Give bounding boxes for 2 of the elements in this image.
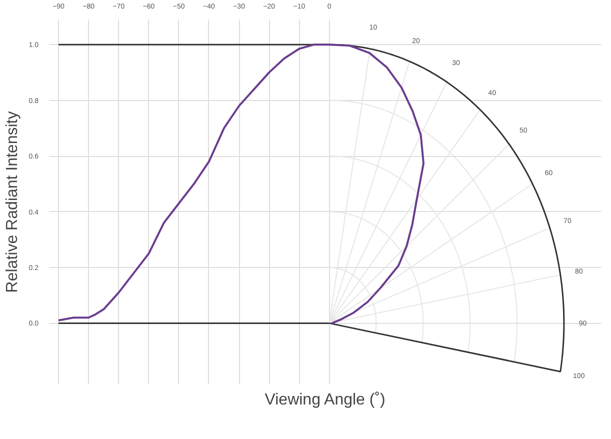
x-axis-title: Viewing Angle (˚) [264,392,386,408]
y-axis-title: Relative Radiant Intensity [4,111,21,293]
